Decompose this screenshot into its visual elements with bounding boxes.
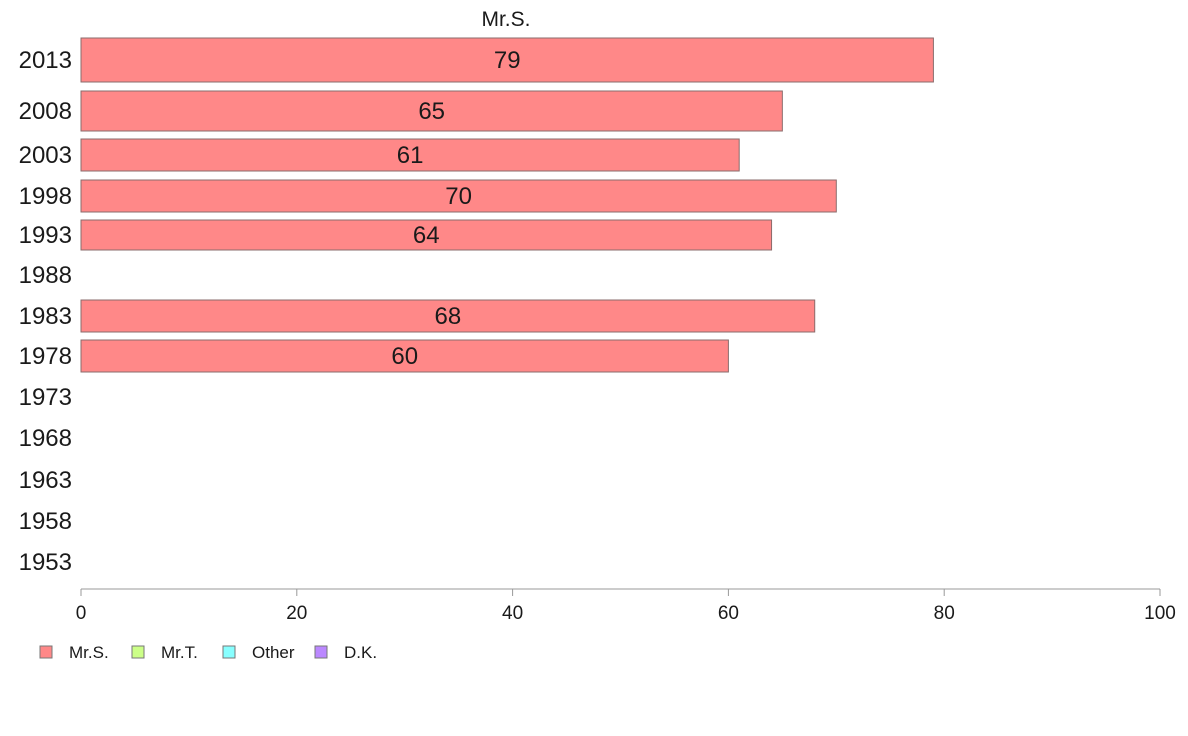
bar-value-label-1983: 68 — [435, 303, 462, 330]
category-label-1998: 1998 — [19, 183, 72, 210]
category-label-1963: 1963 — [19, 467, 72, 494]
legend-swatch — [314, 645, 328, 659]
category-label-2003: 2003 — [19, 142, 72, 169]
category-labels: 2013 2008 2003 1998 1993 1988 1983 1978 1973 1968… — [19, 47, 72, 576]
category-label-1958: 1958 — [19, 508, 72, 535]
legend-swatch — [39, 645, 53, 659]
x-tick-label-20: 20 — [286, 603, 307, 624]
chart-title: Mr.S. — [481, 8, 530, 31]
legend-swatch — [131, 645, 145, 659]
legend-item-d-k-: D.K. — [314, 643, 377, 662]
category-label-1968: 1968 — [19, 425, 72, 452]
bar-2008 — [80, 90, 783, 132]
category-label-1983: 1983 — [19, 303, 72, 330]
bar-1978 — [80, 339, 729, 373]
legend-item-other: Other — [222, 643, 295, 662]
category-label-1978: 1978 — [19, 343, 72, 370]
legend-swatch — [222, 645, 236, 659]
category-label-1973: 1973 — [19, 384, 72, 411]
bar-2003 — [80, 138, 740, 172]
category-label-1953: 1953 — [19, 549, 72, 576]
bar-value-label-1978: 60 — [391, 343, 418, 370]
legend-label: Other — [252, 643, 295, 662]
legend-label: Mr.S. — [69, 643, 109, 662]
bar-1998 — [80, 179, 837, 213]
x-tick-label-0: 0 — [76, 603, 87, 624]
bar-value-label-1993: 64 — [413, 222, 440, 249]
legend-item-mr-s-: Mr.S. — [39, 643, 109, 662]
category-label-1993: 1993 — [19, 222, 72, 249]
legend-label: Mr.T. — [161, 643, 198, 662]
x-tick-label-100: 100 — [1144, 603, 1176, 624]
bar-2013 — [80, 37, 934, 83]
bar-value-label-2013: 79 — [494, 47, 521, 74]
x-tick-label-60: 60 — [718, 603, 739, 624]
category-label-2013: 2013 — [19, 47, 72, 74]
bar-1993 — [80, 219, 773, 251]
bar-value-label-2008: 65 — [418, 98, 445, 125]
bar-value-label-1998: 70 — [445, 183, 472, 210]
x-tick-label-40: 40 — [502, 603, 523, 624]
legend: Mr.S. Mr.T. Other D.K. — [39, 643, 377, 662]
x-axis: 0 20 40 60 80 100 — [76, 588, 1176, 624]
legend-label: D.K. — [344, 643, 377, 662]
category-label-1988: 1988 — [19, 262, 72, 289]
bar-1983 — [80, 299, 816, 333]
x-tick-label-80: 80 — [934, 603, 955, 624]
legend-item-mr-t-: Mr.T. — [131, 643, 198, 662]
category-label-2008: 2008 — [19, 98, 72, 125]
bar-value-label-2003: 61 — [397, 142, 424, 169]
